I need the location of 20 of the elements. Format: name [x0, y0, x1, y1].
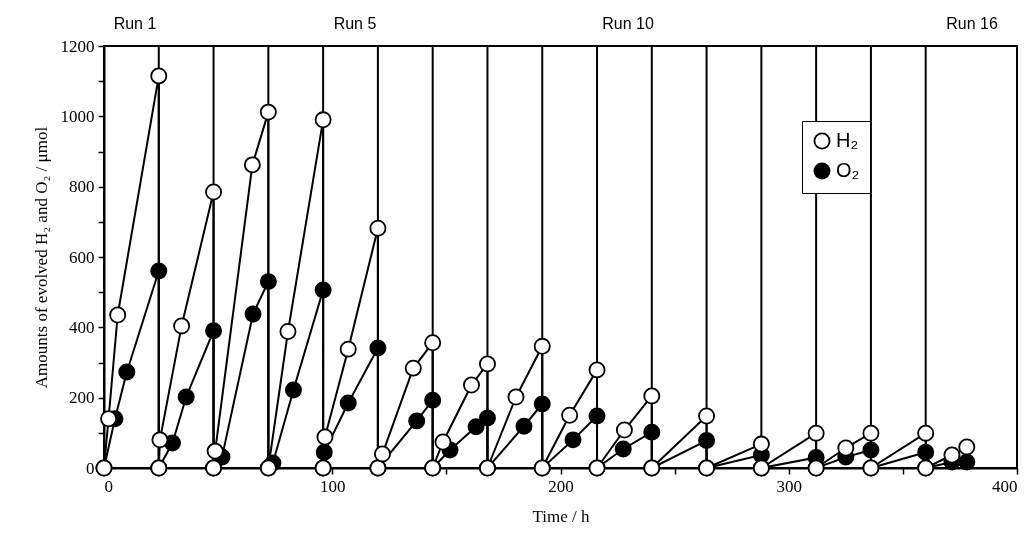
y-tick-label: 800 — [69, 177, 95, 197]
legend-label: H₂ — [836, 129, 859, 151]
y-tick-label: 600 — [69, 247, 95, 267]
text: Run 16 — [946, 15, 998, 32]
y-tick-label: 200 — [69, 388, 95, 408]
text: Run 5 — [333, 15, 377, 32]
y-axis-title: Amounts of evolved H₂ and O₂ / μmol — [31, 126, 51, 389]
text: Run 1 — [113, 15, 157, 32]
x-axis-title: Time / h — [532, 506, 590, 526]
y-tick-label: 1200 — [60, 36, 95, 56]
x-tick-label: 100 — [320, 476, 346, 496]
x-tick-label: 0 — [104, 476, 113, 496]
y-tick-label: 400 — [69, 317, 95, 337]
y-tick-label: 0 — [86, 458, 95, 478]
legend-label: O₂ — [836, 159, 860, 181]
y-tick-label: 1000 — [60, 106, 95, 126]
x-tick-label: 300 — [776, 476, 802, 496]
x-tick-label: 200 — [548, 476, 574, 496]
x-tick-label: 400 — [992, 476, 1018, 496]
text: Run 10 — [602, 15, 654, 32]
